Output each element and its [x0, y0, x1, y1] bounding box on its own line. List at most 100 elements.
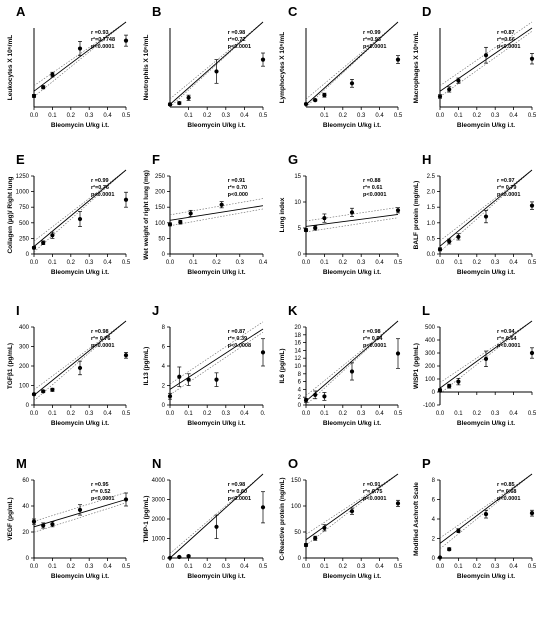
data-point [437, 247, 443, 252]
x-tick-label: 0.3 [357, 564, 366, 570]
data-point [177, 554, 182, 560]
confidence-band-upper [305, 320, 399, 396]
data-point [313, 97, 318, 103]
y-tick-label: 1000 [16, 190, 30, 196]
data-point [177, 100, 182, 106]
data-point [77, 46, 83, 51]
y-tick-label: 750 [19, 205, 30, 211]
stat-label: r²= 0.39 [228, 335, 247, 342]
regression-line [305, 21, 399, 105]
y-tick-label: 20 [22, 530, 29, 536]
data-point [349, 509, 355, 514]
x-tick-label: 0.0 [30, 411, 39, 417]
confidence-band-lower [33, 21, 127, 97]
x-axis-title: Bleomycin U/kg i.t. [51, 420, 109, 427]
regression-line [305, 214, 399, 227]
y-axis-title: VEGF (pg/mL) [7, 497, 14, 540]
confidence-band-lower [169, 331, 264, 396]
y-tick-label: 0 [432, 556, 436, 562]
data-point [529, 56, 535, 61]
x-tick-label: 0.3 [85, 260, 94, 266]
panel-letter: O [288, 456, 298, 471]
y-tick-label: 0 [432, 390, 436, 396]
x-tick-label: 0.0 [302, 564, 311, 570]
y-tick-label: 3000 [152, 498, 166, 504]
x-tick-label: 0.5 [394, 260, 403, 266]
x-tick-label: 0.4 [375, 411, 384, 417]
data-point [50, 387, 55, 392]
panel-M: M 0.0 0.1 0.2 0.3 0.4 0.5 0 20 40 60 Bleomycin U/kg… [7, 456, 131, 580]
y-tick-label: 1.5 [427, 205, 436, 211]
stat-label: r²= 0.61 [363, 184, 382, 191]
y-tick-label: 250 [19, 236, 30, 242]
y-tick-label: 2.0 [427, 190, 436, 196]
confidence-band-lower [305, 217, 399, 233]
stat-label: r =0.99 [363, 30, 381, 36]
panel-C: C 0.1 0.2 0.3 0.4 0.5 Bleomycin U/kg i.t. Lymph… [279, 4, 403, 129]
y-tick-label: 0.0 [427, 252, 436, 258]
x-axis-title: Bleomycin U/kg i.t. [187, 269, 245, 276]
y-tick-label: 15 [294, 174, 301, 180]
y-axis-title: BALF protein (mg/mL) [413, 181, 420, 250]
x-tick-label: 0.4 [375, 113, 384, 119]
confidence-band-lower [439, 31, 533, 97]
data-point [167, 394, 173, 399]
x-tick-label: 0.3 [222, 564, 231, 570]
y-tick-label: 16 [294, 341, 301, 347]
y-tick-label: 200 [155, 190, 166, 196]
stat-label: r²=0.93 [363, 36, 381, 43]
stat-label: r²=0.66 [497, 36, 515, 43]
x-tick-label: 0.4 [509, 564, 518, 570]
confidence-band-upper [439, 473, 533, 539]
data-point [483, 356, 489, 361]
confidence-band-upper [305, 21, 399, 100]
x-axis-title: Bleomycin U/kg i.t. [457, 122, 515, 129]
y-tick-label: 8 [162, 325, 166, 331]
confidence-band-upper [169, 198, 264, 216]
confidence-band-upper [439, 169, 533, 241]
x-tick-label: 0.3 [491, 113, 500, 119]
x-tick-label: 0.2 [67, 260, 76, 266]
y-tick-label: 0 [162, 252, 166, 258]
y-axis-title: Lung index [279, 197, 286, 232]
x-tick-label: 0.2 [67, 564, 76, 570]
y-axis-title: Macrophages X 10⁶/mL [413, 32, 420, 104]
y-tick-label: 50 [294, 530, 301, 536]
confidence-band-upper [305, 473, 399, 535]
y-tick-label: 8 [298, 372, 302, 378]
data-point [50, 522, 55, 527]
x-tick-label: 0.1 [184, 411, 193, 417]
x-axis-title: Bleomycin U/kg i.t. [187, 420, 245, 427]
data-point [303, 398, 309, 403]
x-tick-label: 0.1 [48, 411, 57, 417]
x-tick-label: 0.4 [240, 564, 249, 570]
data-point [186, 377, 191, 382]
x-tick-label: 0.0 [436, 564, 445, 570]
stat-label: r =0.98 [91, 329, 109, 335]
x-tick-label: 0.2 [67, 113, 76, 119]
y-tick-label: 0 [298, 403, 302, 409]
panel-letter: D [422, 4, 431, 19]
data-point [178, 220, 183, 225]
x-tick-label: 0.2 [203, 113, 212, 119]
data-point [214, 524, 219, 529]
stat-label: r²= 0.64 [497, 335, 517, 342]
data-point [77, 365, 83, 371]
stat-label: r²= 0.76 [91, 335, 110, 342]
y-axis-title: C-Reactive protein (ng/mL) [279, 477, 286, 560]
data-point [529, 350, 535, 356]
data-point [77, 507, 83, 512]
y-tick-label: 4 [298, 387, 302, 393]
x-tick-label: 0.5 [528, 113, 537, 119]
y-axis-title: Leukocytes X 10⁶/mL [7, 35, 14, 101]
x-tick-label: 0.3 [85, 113, 94, 119]
y-tick-label: 0.5 [427, 236, 436, 242]
stat-label: r²= 0.52 [91, 488, 110, 495]
x-tick-label: 0.1 [184, 113, 193, 119]
stat-label: p<0.0001 [228, 496, 251, 502]
y-tick-label: 18 [294, 333, 301, 339]
data-point [123, 197, 129, 202]
data-point [50, 233, 55, 238]
x-tick-label: 0.4 [103, 411, 112, 417]
x-tick-label: 0.5 [528, 564, 537, 570]
